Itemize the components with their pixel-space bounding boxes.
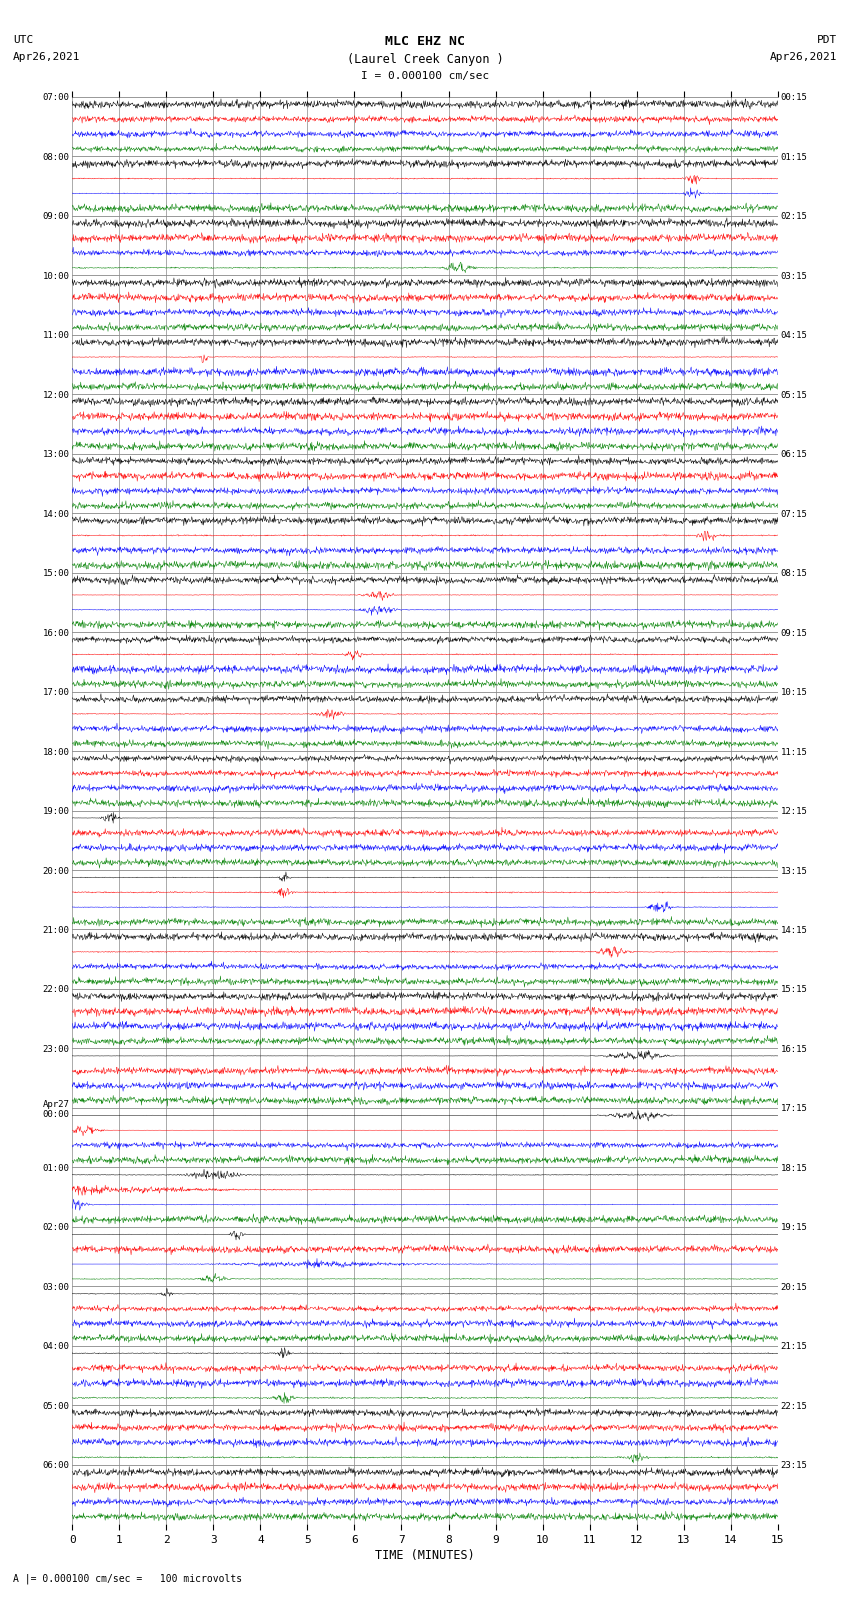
Text: PDT: PDT: [817, 35, 837, 45]
Text: I = 0.000100 cm/sec: I = 0.000100 cm/sec: [361, 71, 489, 81]
Text: MLC EHZ NC: MLC EHZ NC: [385, 35, 465, 48]
X-axis label: TIME (MINUTES): TIME (MINUTES): [375, 1548, 475, 1561]
Text: A |= 0.000100 cm/sec =   100 microvolts: A |= 0.000100 cm/sec = 100 microvolts: [13, 1573, 242, 1584]
Text: (Laurel Creek Canyon ): (Laurel Creek Canyon ): [347, 53, 503, 66]
Text: UTC: UTC: [13, 35, 33, 45]
Text: Apr26,2021: Apr26,2021: [13, 52, 80, 61]
Text: Apr26,2021: Apr26,2021: [770, 52, 837, 61]
